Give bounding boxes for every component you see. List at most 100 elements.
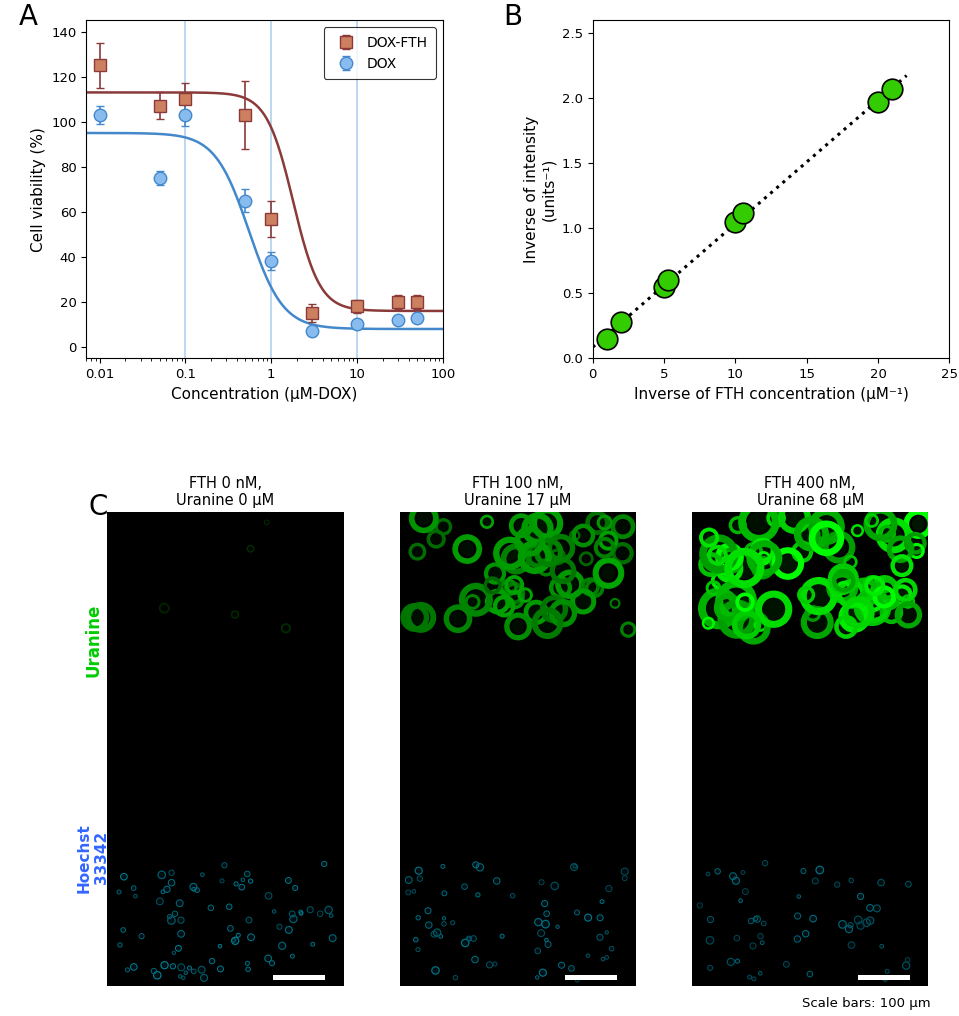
Circle shape xyxy=(755,917,757,919)
Circle shape xyxy=(162,891,164,893)
Circle shape xyxy=(541,562,551,573)
Legend: DOX-FTH, DOX: DOX-FTH, DOX xyxy=(323,27,436,79)
Circle shape xyxy=(759,972,761,974)
Circle shape xyxy=(795,937,800,941)
Circle shape xyxy=(743,890,747,893)
Circle shape xyxy=(878,591,890,602)
Circle shape xyxy=(757,561,769,574)
Circle shape xyxy=(884,977,887,980)
Circle shape xyxy=(173,952,175,954)
Circle shape xyxy=(177,901,182,905)
Circle shape xyxy=(478,866,482,870)
Circle shape xyxy=(708,543,730,565)
Circle shape xyxy=(880,945,883,948)
Circle shape xyxy=(837,574,851,587)
Circle shape xyxy=(601,566,616,580)
Circle shape xyxy=(600,900,603,903)
Circle shape xyxy=(521,591,529,599)
Circle shape xyxy=(414,938,417,941)
Circle shape xyxy=(705,620,713,627)
Circle shape xyxy=(897,560,907,571)
Circle shape xyxy=(870,580,880,591)
Circle shape xyxy=(209,906,213,909)
Circle shape xyxy=(554,542,568,555)
Circle shape xyxy=(602,534,615,547)
Circle shape xyxy=(602,958,604,960)
Circle shape xyxy=(811,916,815,920)
Circle shape xyxy=(850,879,853,882)
Circle shape xyxy=(178,917,183,923)
Circle shape xyxy=(543,901,547,905)
Circle shape xyxy=(868,595,879,606)
Circle shape xyxy=(589,583,599,593)
Circle shape xyxy=(906,882,910,886)
Circle shape xyxy=(326,907,331,912)
Circle shape xyxy=(412,890,415,892)
Circle shape xyxy=(318,912,321,915)
Circle shape xyxy=(442,923,445,926)
Circle shape xyxy=(152,969,155,972)
Circle shape xyxy=(249,936,253,939)
Circle shape xyxy=(531,549,546,562)
Circle shape xyxy=(868,516,876,525)
Circle shape xyxy=(756,917,759,920)
Circle shape xyxy=(578,530,589,541)
Circle shape xyxy=(416,948,419,951)
Circle shape xyxy=(795,914,800,918)
Text: C: C xyxy=(88,494,107,521)
Circle shape xyxy=(503,546,517,561)
Circle shape xyxy=(878,880,883,885)
Circle shape xyxy=(246,962,249,965)
Circle shape xyxy=(439,936,442,938)
Circle shape xyxy=(818,529,835,547)
Point xyxy=(614,314,629,330)
Text: B: B xyxy=(503,3,523,31)
Circle shape xyxy=(808,972,811,975)
Circle shape xyxy=(169,917,174,923)
Circle shape xyxy=(438,521,449,532)
Circle shape xyxy=(840,621,853,633)
Circle shape xyxy=(740,597,750,607)
Circle shape xyxy=(426,909,430,912)
Circle shape xyxy=(300,912,302,914)
Circle shape xyxy=(906,958,909,961)
Circle shape xyxy=(540,881,543,884)
Circle shape xyxy=(731,874,736,879)
Circle shape xyxy=(761,942,763,944)
Circle shape xyxy=(868,906,872,910)
Circle shape xyxy=(283,626,289,631)
Circle shape xyxy=(541,970,546,975)
Circle shape xyxy=(598,915,602,919)
Circle shape xyxy=(804,932,807,936)
Circle shape xyxy=(162,963,167,967)
Circle shape xyxy=(547,943,550,946)
Circle shape xyxy=(753,977,755,980)
Circle shape xyxy=(886,970,889,972)
Circle shape xyxy=(172,965,175,968)
Circle shape xyxy=(840,923,845,927)
Circle shape xyxy=(416,916,420,919)
Circle shape xyxy=(491,595,504,608)
Circle shape xyxy=(720,599,737,616)
Circle shape xyxy=(858,924,863,928)
Circle shape xyxy=(807,613,827,632)
Circle shape xyxy=(715,870,719,874)
Circle shape xyxy=(495,879,499,883)
Circle shape xyxy=(178,932,183,937)
Circle shape xyxy=(912,517,925,530)
Circle shape xyxy=(460,542,475,556)
Circle shape xyxy=(291,912,294,915)
Circle shape xyxy=(712,550,723,561)
X-axis label: Inverse of FTH concentration (μM⁻¹): Inverse of FTH concentration (μM⁻¹) xyxy=(634,386,908,401)
Circle shape xyxy=(849,602,868,623)
Circle shape xyxy=(704,532,714,543)
Circle shape xyxy=(140,935,143,938)
Circle shape xyxy=(606,956,608,958)
Circle shape xyxy=(831,539,847,555)
Circle shape xyxy=(583,556,590,562)
Circle shape xyxy=(867,580,877,590)
Circle shape xyxy=(543,922,549,927)
Circle shape xyxy=(546,939,548,941)
Circle shape xyxy=(901,608,916,623)
Circle shape xyxy=(467,937,471,941)
